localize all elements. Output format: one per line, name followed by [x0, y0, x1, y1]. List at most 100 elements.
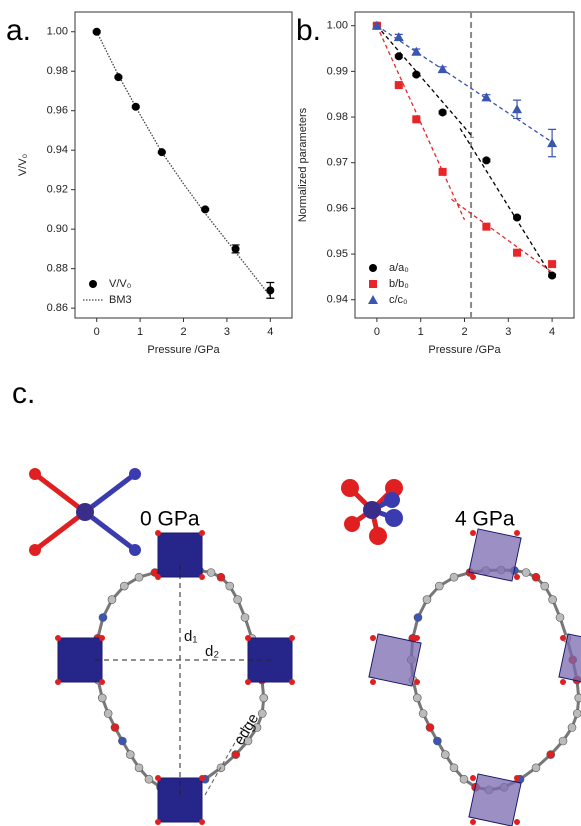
bond — [83, 510, 137, 552]
atom — [459, 774, 469, 784]
x-tick-label: 2 — [461, 326, 467, 338]
y-tick-label: 0.96 — [47, 105, 68, 117]
atom — [370, 635, 376, 641]
y-tick-label: 0.92 — [47, 184, 68, 196]
atom — [341, 479, 359, 497]
atom — [289, 679, 295, 685]
atom — [110, 723, 120, 732]
atom — [99, 679, 105, 685]
point — [266, 286, 275, 295]
y-axis-label: V/V₀ — [17, 154, 29, 176]
point — [437, 64, 448, 74]
y-tick-label: 0.94 — [327, 294, 348, 306]
point — [201, 205, 210, 214]
atom — [199, 775, 205, 781]
atom — [514, 574, 520, 580]
x-tick-label: 1 — [137, 326, 143, 338]
legend-label: V/V₀ — [109, 278, 131, 290]
x-tick-label: 0 — [94, 326, 100, 338]
point — [157, 148, 166, 157]
y-axis-label: Normalized parameters — [297, 107, 309, 222]
panel-label: c. — [12, 377, 35, 410]
atom — [572, 709, 581, 718]
atom — [418, 709, 428, 718]
legend-marker — [89, 280, 97, 288]
atom — [155, 530, 161, 536]
atom — [413, 613, 423, 622]
atom — [245, 679, 251, 685]
atom — [129, 468, 141, 480]
atom — [531, 763, 541, 773]
metal-node — [57, 637, 103, 683]
point — [393, 32, 404, 42]
point — [482, 222, 491, 231]
atom — [225, 581, 235, 591]
structure-label: 0 GPa — [140, 508, 200, 531]
atom — [555, 613, 565, 622]
atom — [433, 736, 442, 746]
atom — [514, 775, 520, 781]
structure-label: 4 GPa — [455, 508, 515, 531]
x-axis-label: Pressure /GPa — [147, 344, 220, 356]
atom — [560, 679, 566, 685]
atom — [370, 679, 376, 685]
point — [482, 156, 491, 165]
point — [394, 52, 403, 61]
plot-frame — [354, 11, 575, 319]
atom — [422, 595, 432, 604]
atom — [514, 819, 520, 825]
atom — [548, 595, 557, 604]
point — [412, 70, 421, 79]
atom — [560, 635, 566, 641]
atom — [470, 574, 476, 580]
atom — [155, 819, 161, 825]
legend-label: BM3 — [109, 294, 132, 306]
atom — [129, 544, 141, 556]
y-tick-label: 0.98 — [47, 65, 68, 77]
bond — [33, 472, 87, 514]
atom — [257, 709, 267, 718]
atom — [55, 635, 61, 641]
point — [438, 108, 447, 117]
fit-line — [376, 25, 553, 143]
atom — [440, 750, 450, 759]
distance-label: d₂ — [205, 643, 219, 660]
point — [411, 46, 422, 56]
y-tick-label: 0.90 — [47, 223, 68, 235]
atom — [243, 736, 253, 746]
metal-node — [468, 528, 522, 582]
atom — [97, 693, 107, 703]
atom — [470, 775, 476, 781]
atom — [199, 530, 205, 536]
atom — [29, 544, 41, 556]
point — [513, 213, 522, 222]
fit-line — [376, 25, 474, 139]
x-tick-label: 2 — [180, 326, 186, 338]
atom — [29, 468, 41, 480]
legend-marker — [368, 295, 378, 304]
legend-label: a/a₀ — [389, 262, 409, 274]
x-axis-label: Pressure /GPa — [428, 344, 501, 356]
atom — [449, 572, 459, 582]
atom — [385, 509, 403, 527]
y-tick-label: 0.95 — [327, 248, 348, 260]
plot-frame — [74, 11, 293, 319]
atom — [414, 679, 420, 685]
point — [548, 271, 557, 280]
x-tick-label: 4 — [549, 326, 555, 338]
atom — [574, 693, 581, 703]
fit-line — [459, 128, 553, 278]
atom — [199, 819, 205, 825]
atom — [155, 775, 161, 781]
atom — [259, 693, 269, 703]
bond — [83, 472, 137, 514]
atom — [119, 581, 129, 591]
point — [371, 20, 382, 30]
atom — [76, 503, 94, 521]
atom — [107, 595, 117, 604]
atom — [414, 635, 420, 641]
atom — [289, 635, 295, 641]
y-tick-label: 1.00 — [47, 26, 68, 38]
atom — [514, 530, 520, 536]
atom — [363, 501, 381, 519]
